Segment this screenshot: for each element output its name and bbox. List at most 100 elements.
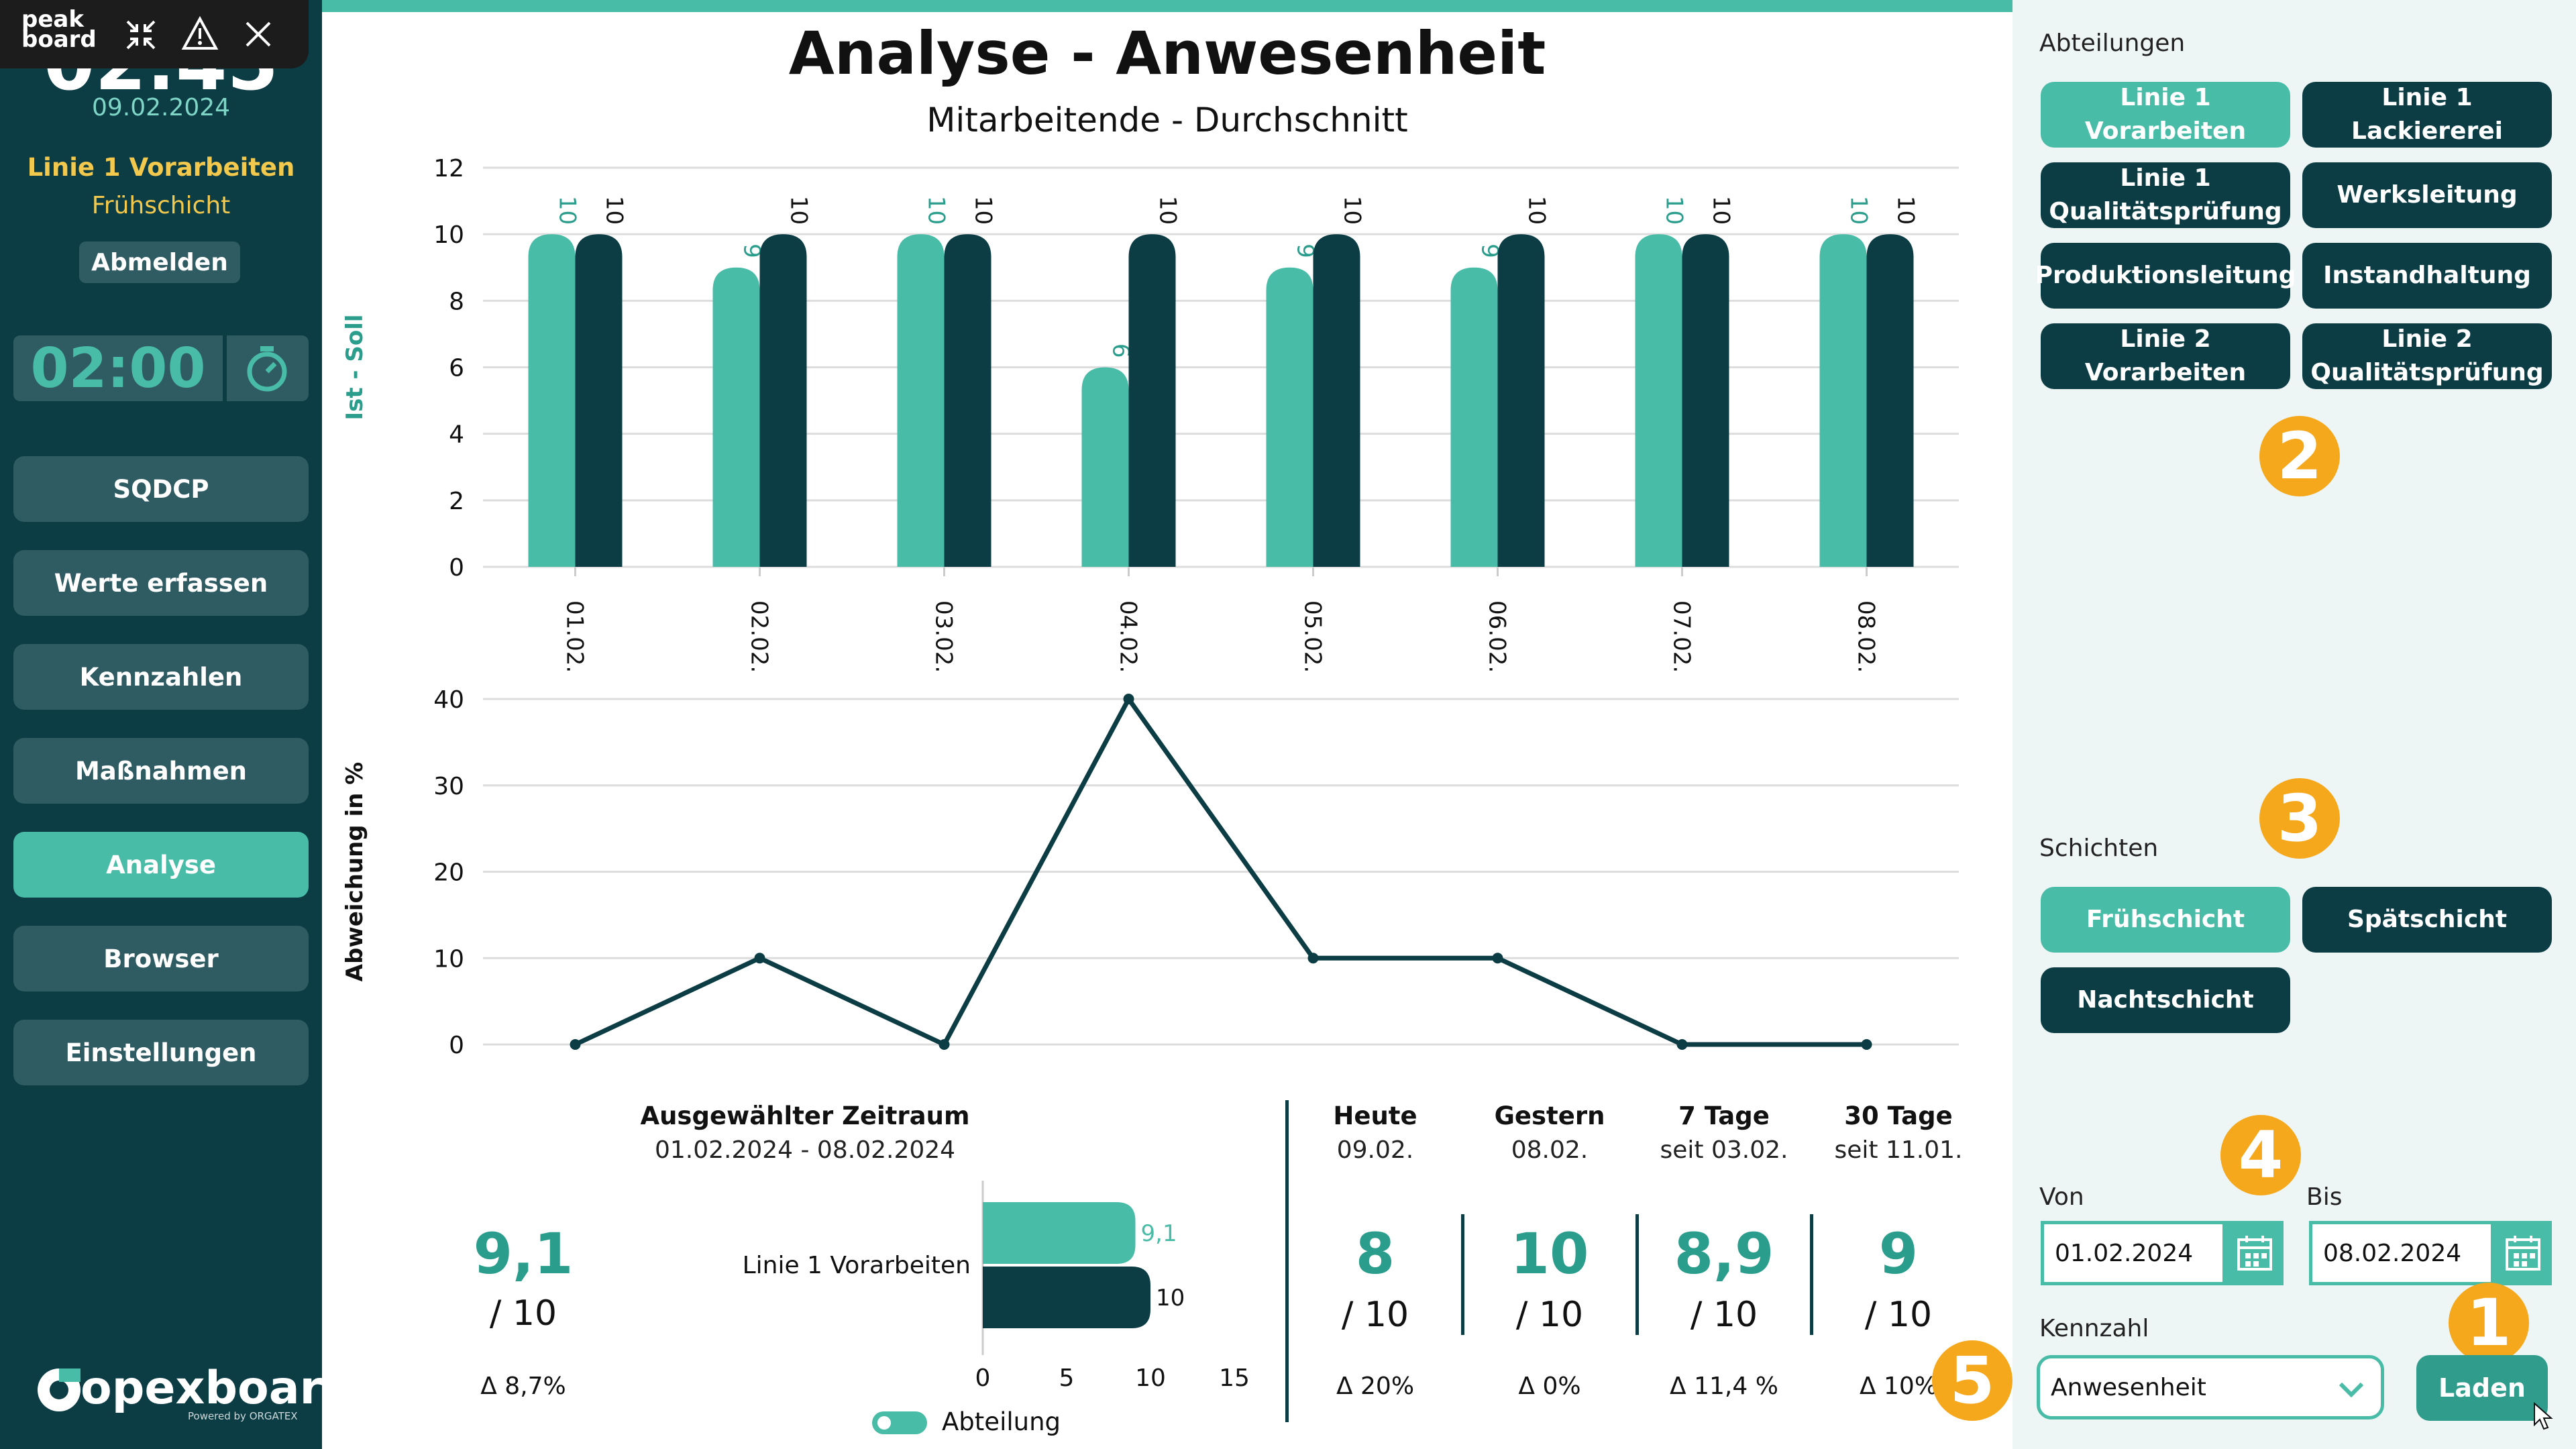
brand-logo: opexboard Powered by ORGATEX xyxy=(34,1362,355,1422)
timer-value: 02:00 xyxy=(30,336,206,400)
dept-produktionsleitung[interactable]: Produktionsleitung xyxy=(2035,243,2296,309)
bar-soll xyxy=(575,234,623,567)
collapse-icon[interactable] xyxy=(123,17,158,52)
line-point xyxy=(938,1039,950,1050)
y-tick-label: 30 xyxy=(433,773,464,800)
nav-werte-erfassen[interactable]: Werte erfassen xyxy=(13,550,309,616)
x-tick-label: 02.02. xyxy=(746,600,773,673)
dept-werksleitung[interactable]: Werksleitung xyxy=(2302,162,2552,228)
kpi-delta: Δ 20% xyxy=(1336,1373,1415,1400)
shift-spaetschicht[interactable]: Spätschicht xyxy=(2302,887,2552,953)
department-name: Linie 1 Vorarbeiten xyxy=(27,153,295,182)
bar-soll xyxy=(1128,234,1176,567)
stopwatch-icon[interactable] xyxy=(235,342,299,394)
y-tick-label: 12 xyxy=(433,155,464,182)
line-point xyxy=(1492,953,1503,964)
bar-soll xyxy=(1313,234,1360,567)
y-axis-label: Abweichung in % xyxy=(341,762,368,981)
summary-range: 01.02.2024 - 08.02.2024 xyxy=(654,1136,956,1164)
nav-einstellungen[interactable]: Einstellungen xyxy=(13,1020,309,1085)
app-overlay-bar: peak board xyxy=(0,0,309,68)
y-axis-label: Ist - Soll xyxy=(341,314,368,420)
bar-ist xyxy=(1635,234,1682,567)
step-badge-2: 2 xyxy=(2259,416,2340,496)
kpi-delta: Δ 0% xyxy=(1518,1373,1581,1400)
dept-linie1-lackiererei[interactable]: Linie 1 Lackiererei xyxy=(2302,82,2552,148)
x-tick-label: 04.02. xyxy=(1115,600,1142,673)
bar-value-label: 10 xyxy=(786,196,812,225)
hbar-value-label: 9,1 xyxy=(1141,1220,1177,1247)
bar-chart: 0 2 4 6 8 10 12 Ist - Soll 10 10 01.02. 9 10 02.02. 10… xyxy=(341,155,1959,673)
kpi-divider xyxy=(1635,1214,1639,1335)
bar-value-label: 10 xyxy=(1339,196,1366,225)
nav-sqdcp[interactable]: SQDCP xyxy=(13,456,309,522)
line-point xyxy=(754,953,765,964)
to-date-input[interactable]: 08.02.2024 xyxy=(2309,1221,2494,1285)
line-chart: 0 10 20 30 40 Abweichung in % xyxy=(341,686,1959,1059)
kpi-delta: Δ 11,4 % xyxy=(1670,1373,1778,1400)
y-tick-label: 2 xyxy=(449,488,464,515)
summary-value: 9,1 xyxy=(473,1221,574,1287)
y-tick-label: 0 xyxy=(449,1032,464,1059)
bar-value-label: 10 xyxy=(1661,196,1688,225)
dept-instandhaltung[interactable]: Instandhaltung xyxy=(2302,243,2552,309)
x-tick-label: 5 xyxy=(1059,1364,1075,1392)
shift-nachtschicht[interactable]: Nachtschicht xyxy=(2041,967,2290,1033)
bar-value-label: 10 xyxy=(970,196,997,225)
load-button[interactable]: Laden xyxy=(2416,1355,2548,1421)
category-label: Linie 1 Vorarbeiten xyxy=(743,1252,971,1279)
dept-linie1-vorarbeiten[interactable]: Linie 1 Vorarbeiten xyxy=(2041,82,2290,148)
kpi-value: 8,9 xyxy=(1674,1221,1774,1287)
page-subtitle: Mitarbeitende - Durchschnitt xyxy=(926,101,1408,140)
x-tick-label: 03.02. xyxy=(930,600,957,673)
hbar-value-label: 10 xyxy=(1156,1285,1185,1311)
bar-ist xyxy=(528,234,576,567)
kpi-target: / 10 xyxy=(1864,1295,1933,1335)
page-title: Analyse - Anwesenheit xyxy=(788,19,1546,88)
from-date-input[interactable]: 01.02.2024 xyxy=(2041,1221,2226,1285)
kpi-target: / 10 xyxy=(1515,1295,1584,1335)
nav-kennzahlen[interactable]: Kennzahlen xyxy=(13,644,309,710)
y-tick-label: 40 xyxy=(433,686,464,714)
bar-value-label: 9 xyxy=(1292,244,1319,258)
x-tick-label: 07.02. xyxy=(1668,600,1695,673)
nav-browser[interactable]: Browser xyxy=(13,926,309,991)
timer-box: 02:00 xyxy=(13,335,309,401)
from-calendar-icon[interactable] xyxy=(2226,1221,2284,1285)
to-calendar-icon[interactable] xyxy=(2494,1221,2552,1285)
x-tick-label: 08.02. xyxy=(1853,600,1880,673)
bar-value-label: 10 xyxy=(923,196,950,225)
bar-value-label: 10 xyxy=(1523,196,1550,225)
legend-toggle-icon[interactable] xyxy=(872,1411,927,1434)
bar-ist xyxy=(897,234,945,567)
dept-linie1-qualitaetspruefung[interactable]: Linie 1 Qualitätsprüfung xyxy=(2041,162,2290,228)
kpi-head: 30 Tage xyxy=(1844,1102,1953,1130)
dept-linie2-qualitaetspruefung[interactable]: Linie 2 Qualitätsprüfung xyxy=(2302,323,2552,389)
kpi-head: 7 Tage xyxy=(1678,1102,1770,1130)
bar-soll xyxy=(1682,234,1729,567)
line-point xyxy=(1676,1039,1688,1050)
close-icon[interactable] xyxy=(243,19,274,50)
logout-button[interactable]: Abmelden xyxy=(79,241,240,283)
warning-icon[interactable] xyxy=(181,15,219,51)
metric-select[interactable]: Anwesenheit xyxy=(2037,1355,2384,1419)
dept-linie2-vorarbeiten[interactable]: Linie 2 Vorarbeiten xyxy=(2041,323,2290,389)
kpi-sub: seit 11.01. xyxy=(1834,1136,1963,1164)
metric-label: Kennzahl xyxy=(2039,1315,2149,1342)
bar-ist xyxy=(1266,267,1313,567)
kpi-sub: 08.02. xyxy=(1511,1136,1589,1164)
step-badge-1: 1 xyxy=(2449,1283,2529,1363)
y-tick-label: 20 xyxy=(433,859,464,887)
nav-analyse[interactable]: Analyse xyxy=(13,832,309,898)
y-tick-label: 8 xyxy=(449,288,464,315)
bar-ist xyxy=(1450,267,1498,567)
step-badge-4: 4 xyxy=(2220,1115,2301,1195)
kpi-target: / 10 xyxy=(1341,1295,1409,1335)
bar-soll xyxy=(1497,234,1545,567)
shift-fruehschicht[interactable]: Frühschicht xyxy=(2041,887,2290,953)
y-tick-label: 0 xyxy=(449,554,464,582)
step-badge-5: 5 xyxy=(1932,1340,2012,1421)
kpi-value: 9 xyxy=(1878,1221,1919,1287)
bar-value-label: 6 xyxy=(1108,343,1134,358)
nav-massnahmen[interactable]: Maßnahmen xyxy=(13,738,309,804)
